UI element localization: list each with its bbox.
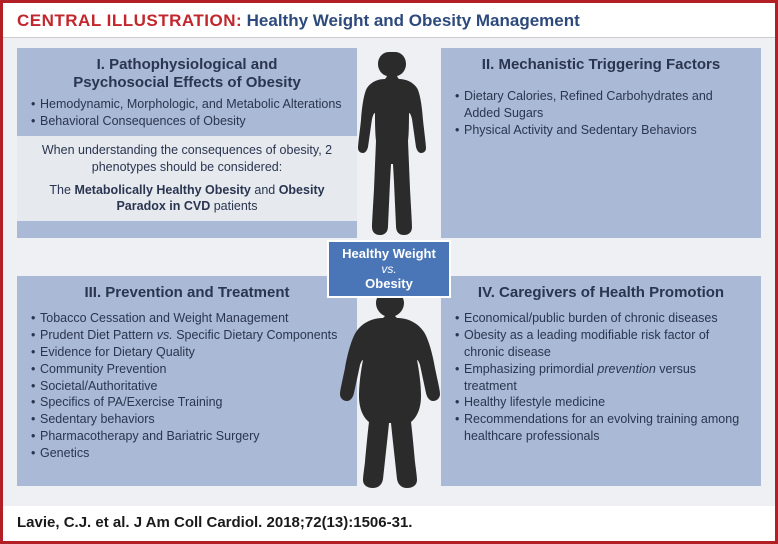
quadrant-4: IV. Caregivers of Health Promotion Econo… (441, 276, 761, 486)
list-item: Pharmacotherapy and Bariatric Surgery (31, 428, 343, 445)
header-subtitle: Healthy Weight and Obesity Management (247, 11, 580, 30)
center-l2: vs. (339, 262, 439, 276)
list-item: Community Prevention (31, 361, 343, 378)
q2-bullets: Dietary Calories, Refined Carbohydrates … (451, 88, 751, 139)
list-item: Physical Activity and Sedentary Behavior… (455, 122, 747, 139)
q1-title-l2: Psychosocial Effects of Obesity (73, 74, 301, 91)
lean-silhouette-icon (344, 50, 434, 240)
q1-note-l1: When understanding the consequences of o… (27, 142, 347, 176)
q1-title-l1: I. Pathophysiological and (97, 56, 278, 73)
q3-bullets: Tobacco Cessation and Weight ManagementP… (27, 310, 347, 462)
list-item: Evidence for Dietary Quality (31, 344, 343, 361)
illustration-frame: CENTRAL ILLUSTRATION: Healthy Weight and… (0, 0, 778, 544)
list-item: Sedentary behaviors (31, 411, 343, 428)
header-label: CENTRAL ILLUSTRATION: (17, 11, 242, 30)
list-item: Dietary Calories, Refined Carbohydrates … (455, 88, 747, 122)
center-l1: Healthy Weight (339, 246, 439, 262)
quadrant-grid: I. Pathophysiological and Psychosocial E… (3, 38, 775, 506)
citation: Lavie, C.J. et al. J Am Coll Cardiol. 20… (3, 506, 775, 541)
q4-title: IV. Caregivers of Health Promotion (451, 284, 751, 302)
q3-title: III. Prevention and Treatment (27, 284, 347, 302)
q1-bullets: Hemodynamic, Morphologic, and Metabolic … (27, 96, 347, 130)
list-item: Recommendations for an evolving training… (455, 411, 747, 445)
header: CENTRAL ILLUSTRATION: Healthy Weight and… (3, 3, 775, 38)
quadrant-2: II. Mechanistic Triggering Factors Dieta… (441, 48, 761, 238)
list-item: Hemodynamic, Morphologic, and Metabolic … (31, 96, 343, 113)
list-item: Prudent Diet Pattern vs. Specific Dietar… (31, 327, 343, 344)
list-item: Economical/public burden of chronic dise… (455, 310, 747, 327)
list-item: Obesity as a leading modifiable risk fac… (455, 327, 747, 361)
obese-silhouette-icon (330, 288, 448, 488)
q1-notebox: When understanding the consequences of o… (17, 136, 357, 222)
q1-title: I. Pathophysiological and Psychosocial E… (27, 56, 347, 92)
list-item: Genetics (31, 445, 343, 462)
list-item: Specifics of PA/Exercise Training (31, 394, 343, 411)
quadrant-3: III. Prevention and Treatment Tobacco Ce… (17, 276, 357, 486)
list-item: Healthy lifestyle medicine (455, 394, 747, 411)
center-l3: Obesity (339, 276, 439, 292)
list-item: Behavioral Consequences of Obesity (31, 113, 343, 130)
q1-note-l2: The Metabolically Healthy Obesity and Ob… (27, 182, 347, 216)
list-item: Societal/Authoritative (31, 378, 343, 395)
q2-title: II. Mechanistic Triggering Factors (451, 56, 751, 74)
list-item: Emphasizing primordial prevention versus… (455, 361, 747, 395)
list-item: Tobacco Cessation and Weight Management (31, 310, 343, 327)
center-label: Healthy Weight vs. Obesity (327, 240, 451, 298)
q4-bullets: Economical/public burden of chronic dise… (451, 310, 751, 445)
quadrant-1: I. Pathophysiological and Psychosocial E… (17, 48, 357, 238)
